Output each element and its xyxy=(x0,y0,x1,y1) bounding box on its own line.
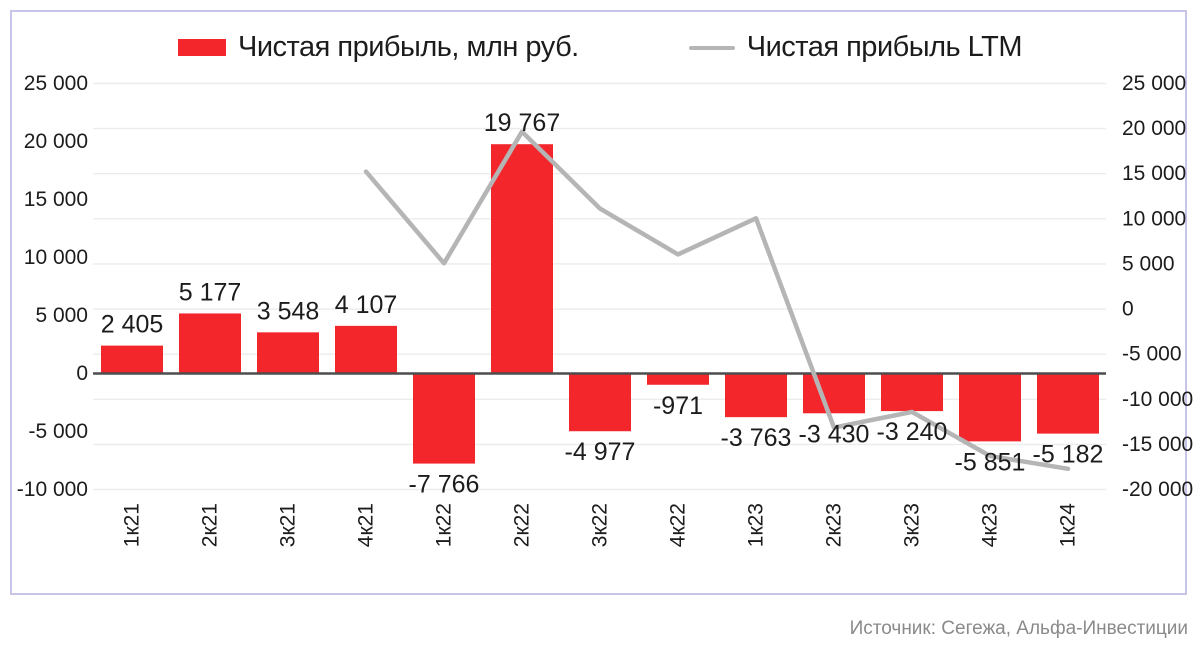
left-axis-tick-label: 15 000 xyxy=(24,188,88,211)
bar-series-swatch-icon xyxy=(178,39,226,56)
category-label-1к21: 1к21 xyxy=(121,503,144,547)
right-axis-tick-label: -20 000 xyxy=(1122,478,1193,501)
bar-value-label: -7 766 xyxy=(409,471,480,499)
bar-value-label: -4 977 xyxy=(565,438,636,466)
ltm-line xyxy=(363,129,1071,472)
bar-4к22 xyxy=(647,373,709,385)
right-axis-tick-label: 0 xyxy=(1122,298,1134,321)
legend-label-net-profit: Чистая прибыль, млн руб. xyxy=(238,31,579,63)
bar-value-label: 4 107 xyxy=(335,291,398,319)
line-series-swatch-icon xyxy=(688,45,735,50)
bar-value-label: 2 405 xyxy=(101,311,164,339)
category-label-1к22: 1к22 xyxy=(433,503,456,547)
left-axis-tick-label: 20 000 xyxy=(24,130,88,153)
bar-4к21 xyxy=(335,325,397,374)
category-label-4к21: 4к21 xyxy=(355,503,378,547)
legend-item-ltm: Чистая прибыль LTM xyxy=(688,31,1023,64)
left-axis-tick-label: -10 000 xyxy=(17,478,88,501)
legend-item-net-profit: Чистая прибыль, млн руб. xyxy=(178,31,579,64)
right-axis-tick-label: -15 000 xyxy=(1122,433,1193,456)
bar-1к22 xyxy=(413,373,475,464)
bar-1к24 xyxy=(1037,373,1099,434)
bar-value-label: -3 763 xyxy=(721,424,792,452)
right-axis-tick-label: 5 000 xyxy=(1122,252,1175,275)
legend: Чистая прибыль, млн руб. Чистая прибыль … xyxy=(178,31,1023,64)
bar-value-label: -5 182 xyxy=(1033,441,1104,469)
bar-1к23 xyxy=(725,373,787,418)
bar-3к21 xyxy=(257,332,319,374)
category-label-4к22: 4к22 xyxy=(667,503,690,547)
right-axis-tick-label: 20 000 xyxy=(1122,117,1186,140)
bar-3к23 xyxy=(881,373,943,412)
bar-3к22 xyxy=(569,373,631,432)
bar-value-label: 5 177 xyxy=(179,278,242,306)
bar-4к23 xyxy=(959,373,1021,442)
source-caption: Источник: Сегежа, Альфа-Инвестиции xyxy=(849,618,1188,639)
bar-value-label: -3 430 xyxy=(799,420,870,448)
bar-value-label: 3 548 xyxy=(257,297,320,325)
category-label-3к23: 3к23 xyxy=(901,503,924,547)
right-axis-tick-label: -10 000 xyxy=(1122,388,1193,411)
right-axis-tick-label: 10 000 xyxy=(1122,207,1186,230)
left-axis-tick-label: 25 000 xyxy=(24,72,88,95)
left-axis-tick-label: 10 000 xyxy=(24,246,88,269)
category-label-2к22: 2к22 xyxy=(511,503,534,547)
left-axis-tick-label: 5 000 xyxy=(35,304,88,327)
category-label-1к23: 1к23 xyxy=(745,503,768,547)
bar-1к21 xyxy=(101,345,163,374)
bar-2к23 xyxy=(803,373,865,414)
category-label-1к24: 1к24 xyxy=(1057,503,1080,548)
bar-value-label: -5 851 xyxy=(955,448,1026,476)
bar-2к22 xyxy=(491,144,553,374)
right-axis-tick-label: 15 000 xyxy=(1122,162,1186,185)
legend-label-ltm: Чистая прибыль LTM xyxy=(746,31,1023,63)
category-label-2к23: 2к23 xyxy=(823,503,846,547)
category-label-3к21: 3к21 xyxy=(277,503,300,547)
bar-2к21 xyxy=(179,313,241,374)
left-axis-tick-label: 0 xyxy=(76,362,88,385)
category-label-4к23: 4к23 xyxy=(979,503,1002,547)
category-label-3к22: 3к22 xyxy=(589,503,612,547)
bar-value-label: -3 240 xyxy=(877,418,948,446)
category-label-2к21: 2к21 xyxy=(199,503,222,547)
bar-value-label: 19 767 xyxy=(484,109,560,137)
bar-value-label: -971 xyxy=(653,392,703,420)
right-axis-tick-label: 25 000 xyxy=(1122,72,1186,95)
right-axis-tick-label: -5 000 xyxy=(1122,343,1182,366)
left-axis-tick-label: -5 000 xyxy=(28,420,88,443)
